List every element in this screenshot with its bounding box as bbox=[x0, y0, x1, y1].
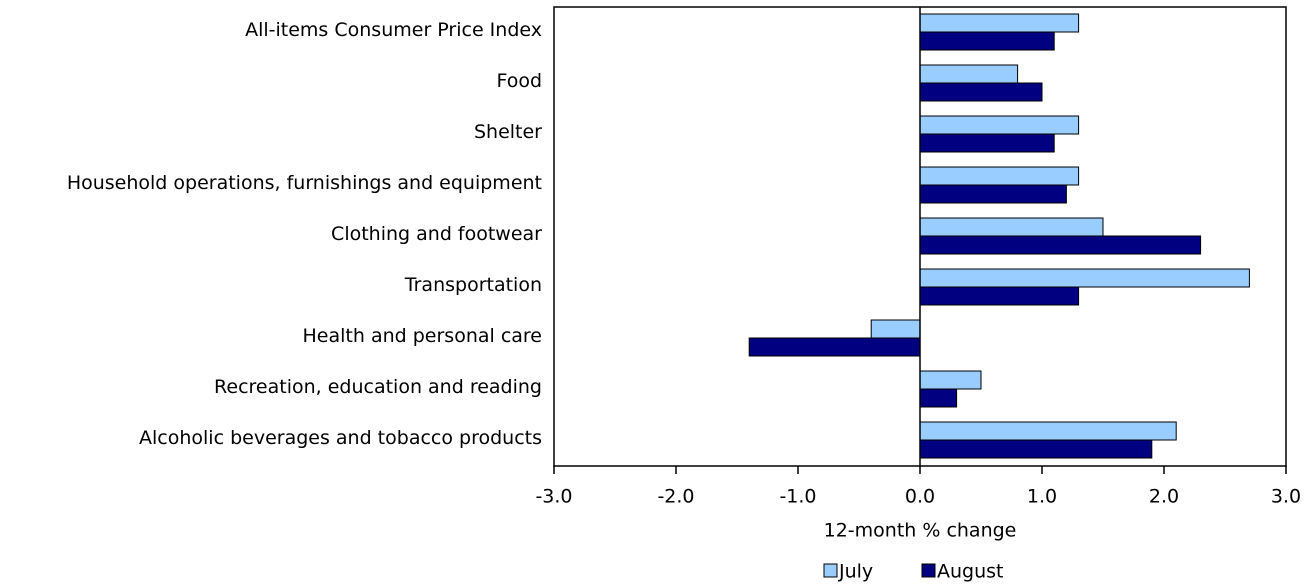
x-axis-label: 12-month % change bbox=[824, 520, 1017, 542]
x-tick-label: -1.0 bbox=[779, 486, 816, 508]
bar bbox=[919, 13, 1080, 33]
legend-swatch bbox=[823, 563, 838, 578]
x-tick-label: -3.0 bbox=[535, 486, 572, 508]
y-tick-label: Alcoholic beverages and tobacco products bbox=[139, 427, 542, 449]
bar bbox=[919, 268, 1250, 288]
bar bbox=[919, 64, 1019, 84]
bar bbox=[919, 370, 982, 390]
bar bbox=[919, 82, 1043, 102]
x-tick-label: 2.0 bbox=[1149, 486, 1179, 508]
bar bbox=[919, 133, 1055, 153]
bar bbox=[919, 31, 1055, 51]
y-tick-label: Health and personal care bbox=[303, 325, 542, 347]
bar bbox=[919, 286, 1080, 306]
y-tick-label: Shelter bbox=[474, 121, 542, 143]
bar bbox=[919, 388, 958, 408]
y-tick-label: Clothing and footwear bbox=[331, 223, 542, 245]
bar bbox=[919, 184, 1067, 204]
bar bbox=[870, 319, 921, 339]
y-tick-label: Recreation, education and reading bbox=[214, 376, 542, 398]
x-tick-label: 3.0 bbox=[1271, 486, 1301, 508]
bar bbox=[919, 115, 1080, 135]
bar bbox=[919, 439, 1153, 459]
bar bbox=[748, 337, 921, 357]
y-tick-label: All-items Consumer Price Index bbox=[245, 19, 542, 41]
bar bbox=[919, 235, 1202, 255]
bar bbox=[919, 166, 1080, 186]
bar bbox=[919, 421, 1177, 441]
x-tick-label: 0.0 bbox=[905, 486, 935, 508]
y-tick-label: Food bbox=[496, 70, 542, 92]
y-tick-label: Household operations, furnishings and eq… bbox=[67, 172, 542, 194]
legend-label: July bbox=[838, 561, 873, 583]
bar bbox=[919, 217, 1104, 237]
legend-label: August bbox=[937, 561, 1004, 583]
x-tick-label: -2.0 bbox=[657, 486, 694, 508]
legend-swatch bbox=[921, 563, 936, 578]
x-tick-label: 1.0 bbox=[1027, 486, 1057, 508]
y-tick-label: Transportation bbox=[404, 274, 542, 296]
